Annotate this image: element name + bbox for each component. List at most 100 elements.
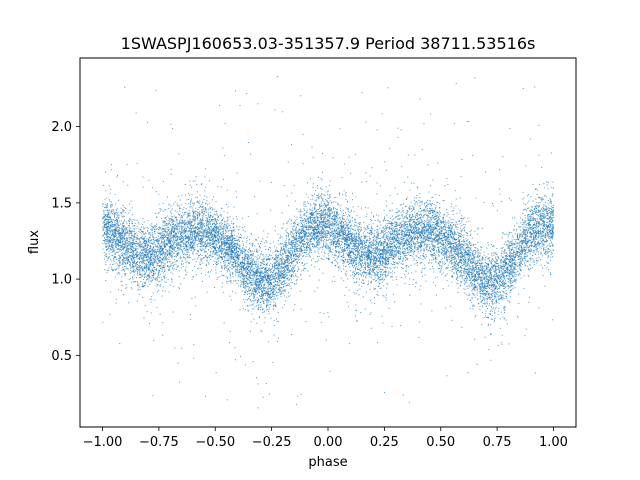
data-point — [411, 209, 413, 211]
data-point — [127, 250, 129, 252]
data-point — [220, 239, 222, 241]
data-point — [372, 248, 374, 250]
data-point — [203, 256, 205, 258]
data-point — [464, 280, 466, 282]
data-point — [172, 239, 174, 241]
data-point — [299, 232, 301, 234]
data-point — [168, 235, 170, 237]
data-point — [407, 207, 409, 209]
data-point — [483, 265, 485, 267]
data-point — [265, 298, 267, 300]
data-point — [139, 237, 141, 239]
data-point — [550, 250, 552, 252]
data-point — [278, 251, 280, 253]
data-point — [338, 220, 340, 222]
data-point — [534, 205, 536, 207]
data-point — [142, 263, 144, 265]
data-point — [256, 275, 258, 277]
data-point — [352, 236, 354, 238]
data-point — [538, 244, 540, 246]
data-point — [324, 252, 326, 254]
data-point — [245, 246, 247, 248]
data-point — [519, 265, 521, 267]
data-point — [502, 307, 504, 309]
data-point — [324, 219, 326, 221]
data-point — [134, 231, 136, 233]
data-point — [258, 245, 260, 247]
data-point — [280, 293, 282, 295]
data-point — [224, 264, 226, 266]
data-point — [113, 259, 115, 261]
data-point — [185, 243, 187, 245]
data-point — [244, 226, 246, 228]
data-point — [421, 229, 423, 231]
data-point — [444, 229, 446, 231]
data-point — [268, 248, 270, 250]
data-point — [393, 261, 395, 263]
data-point — [409, 225, 411, 227]
data-point — [457, 291, 459, 293]
data-point — [444, 232, 446, 234]
data-point — [271, 268, 273, 270]
data-point — [436, 235, 438, 237]
data-point — [221, 224, 223, 226]
data-point — [425, 280, 427, 282]
data-point — [500, 262, 502, 264]
data-point — [178, 229, 180, 231]
data-point — [228, 243, 230, 245]
data-point — [315, 261, 317, 263]
data-point — [538, 235, 540, 237]
data-point — [269, 254, 271, 256]
data-point — [155, 236, 157, 238]
data-point — [307, 246, 309, 248]
data-point — [226, 216, 228, 218]
data-point — [549, 208, 551, 210]
data-point — [200, 259, 202, 261]
data-point — [192, 221, 194, 223]
data-point — [198, 238, 200, 240]
data-point — [523, 257, 525, 259]
data-point — [402, 240, 404, 242]
data-point — [465, 251, 467, 253]
data-point — [519, 256, 521, 258]
data-point — [221, 219, 223, 221]
data-point — [193, 234, 195, 236]
data-point — [138, 284, 140, 286]
data-point — [325, 216, 327, 218]
data-point — [149, 276, 151, 278]
data-point — [159, 249, 161, 251]
data-point — [322, 197, 324, 199]
data-point — [265, 291, 267, 293]
data-point — [547, 212, 549, 214]
data-point — [122, 246, 124, 248]
data-point — [309, 218, 311, 220]
data-point — [234, 263, 236, 265]
data-point — [242, 281, 244, 283]
data-point — [373, 287, 375, 289]
data-point — [360, 243, 362, 245]
data-point — [193, 219, 195, 221]
data-point — [351, 232, 353, 234]
data-point — [177, 265, 179, 267]
data-point — [122, 239, 124, 241]
data-point — [160, 227, 162, 229]
data-point — [356, 233, 358, 235]
data-point — [286, 255, 288, 257]
data-point — [508, 256, 510, 258]
data-point — [221, 265, 223, 267]
data-point — [543, 214, 545, 216]
data-point — [322, 223, 324, 225]
data-point — [251, 245, 253, 247]
data-point — [531, 228, 533, 230]
data-point — [530, 232, 532, 234]
data-point — [389, 147, 391, 149]
data-point — [325, 233, 327, 235]
data-point — [154, 254, 156, 256]
data-point — [199, 245, 201, 247]
data-point — [164, 246, 166, 248]
data-point — [206, 218, 208, 220]
data-point — [205, 246, 207, 248]
data-point — [350, 255, 352, 257]
data-point — [504, 306, 506, 308]
data-point — [489, 274, 491, 276]
